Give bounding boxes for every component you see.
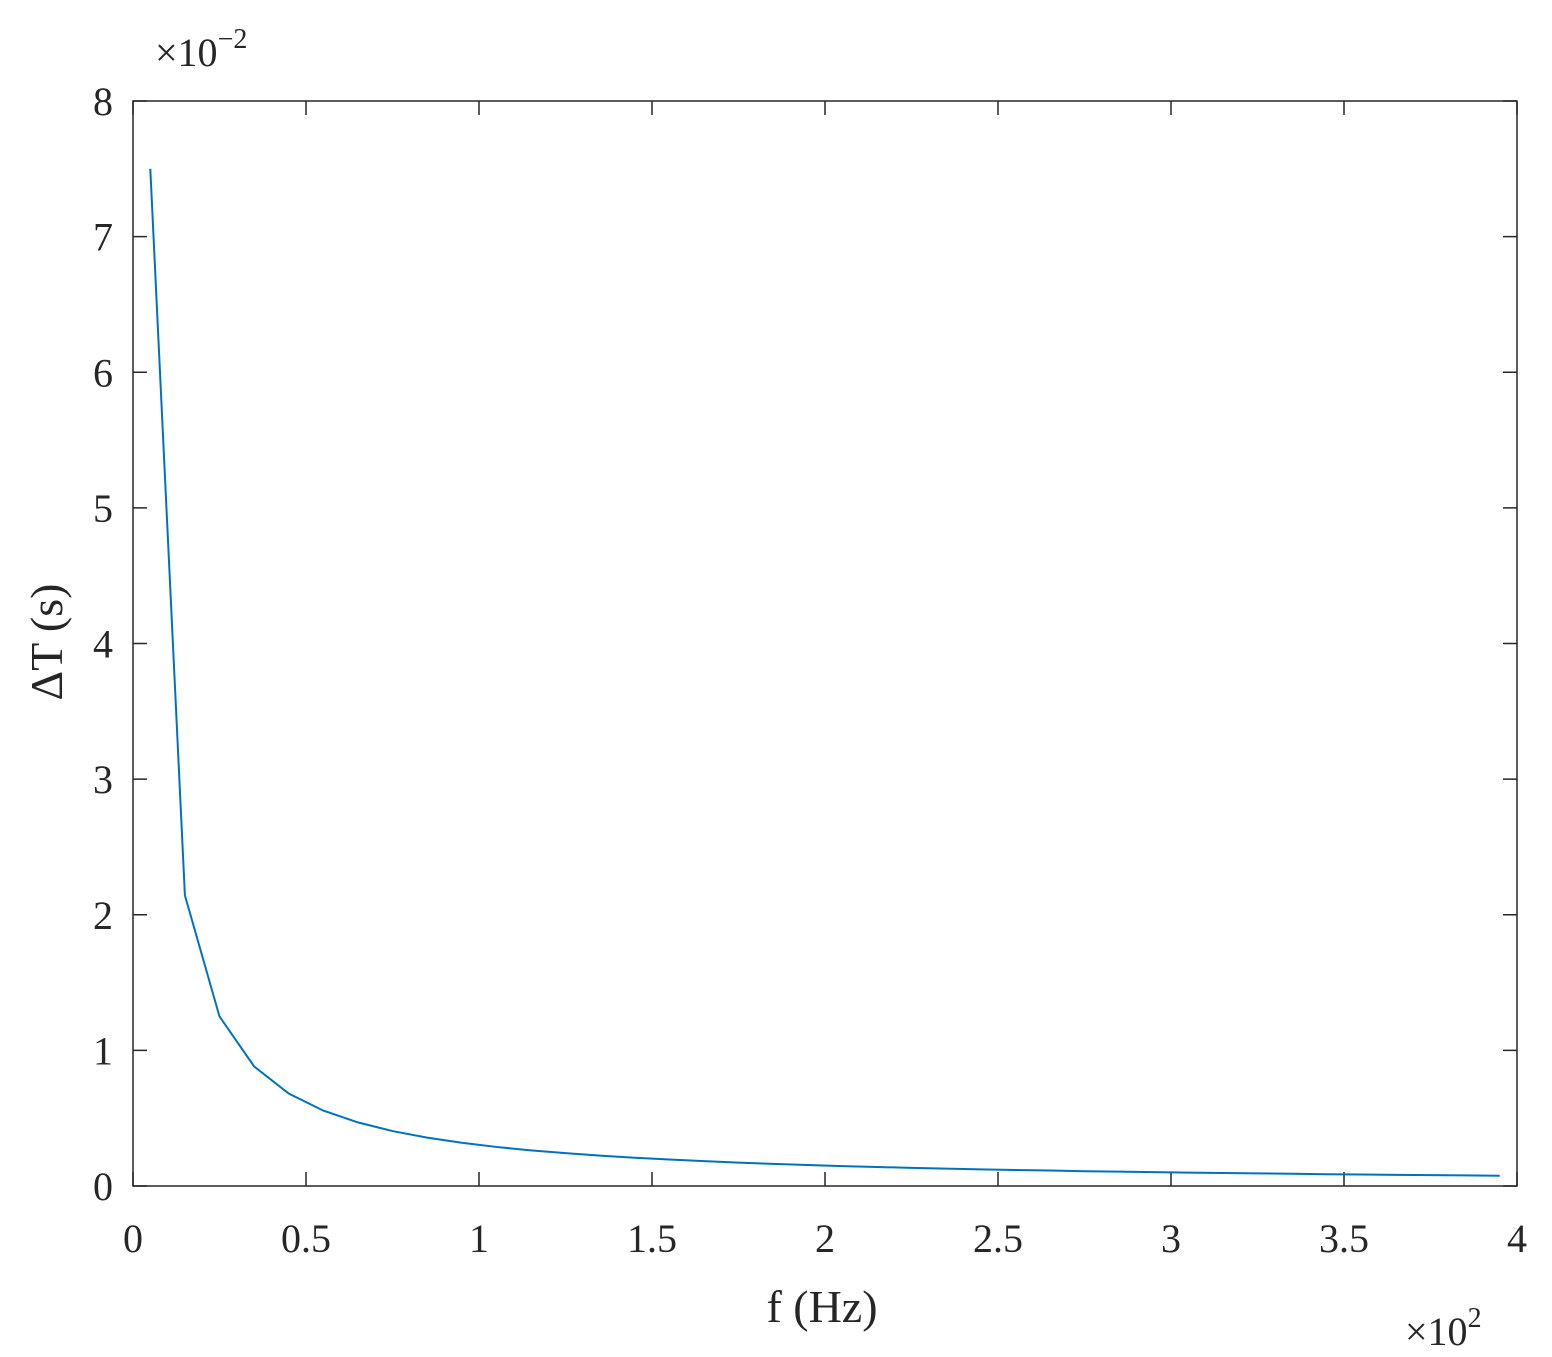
plot-area [132,100,1518,1187]
x-multiplier-base: ×10 [1405,1309,1468,1354]
y-axis-label: ΔT (s) [21,584,72,701]
y-tick-label: 0 [93,1164,113,1209]
y-tick-label: 7 [93,215,113,260]
x-tick-label: 3.5 [1319,1216,1369,1261]
x-tick-label: 0.5 [281,1216,331,1261]
y-tick-label: 6 [93,350,113,395]
x-tick-label: 4 [1507,1216,1527,1261]
y-multiplier: ×10−2 [155,24,247,75]
x-tick-label: 2 [815,1216,835,1261]
x-tick-label: 1.5 [627,1216,677,1261]
x-tick-label: 3 [1161,1216,1181,1261]
x-multiplier-exponent: 2 [1468,1303,1482,1334]
x-axis-label: f (Hz) [766,1281,877,1332]
x-tick-label: 2.5 [973,1216,1023,1261]
y-multiplier-exponent: −2 [218,24,248,55]
y-tick-label: 8 [93,79,113,124]
y-tick-label: 4 [93,622,113,667]
y-multiplier-base: ×10 [155,30,218,75]
y-tick-label: 3 [93,757,113,802]
y-tick-label: 1 [93,1028,113,1073]
y-tick-label: 2 [93,893,113,938]
data-line [149,168,1500,1177]
x-multiplier: ×102 [1405,1303,1482,1354]
x-tick-label: 1 [469,1216,489,1261]
y-tick-label: 5 [93,486,113,531]
x-tick-label: 0 [123,1216,143,1261]
